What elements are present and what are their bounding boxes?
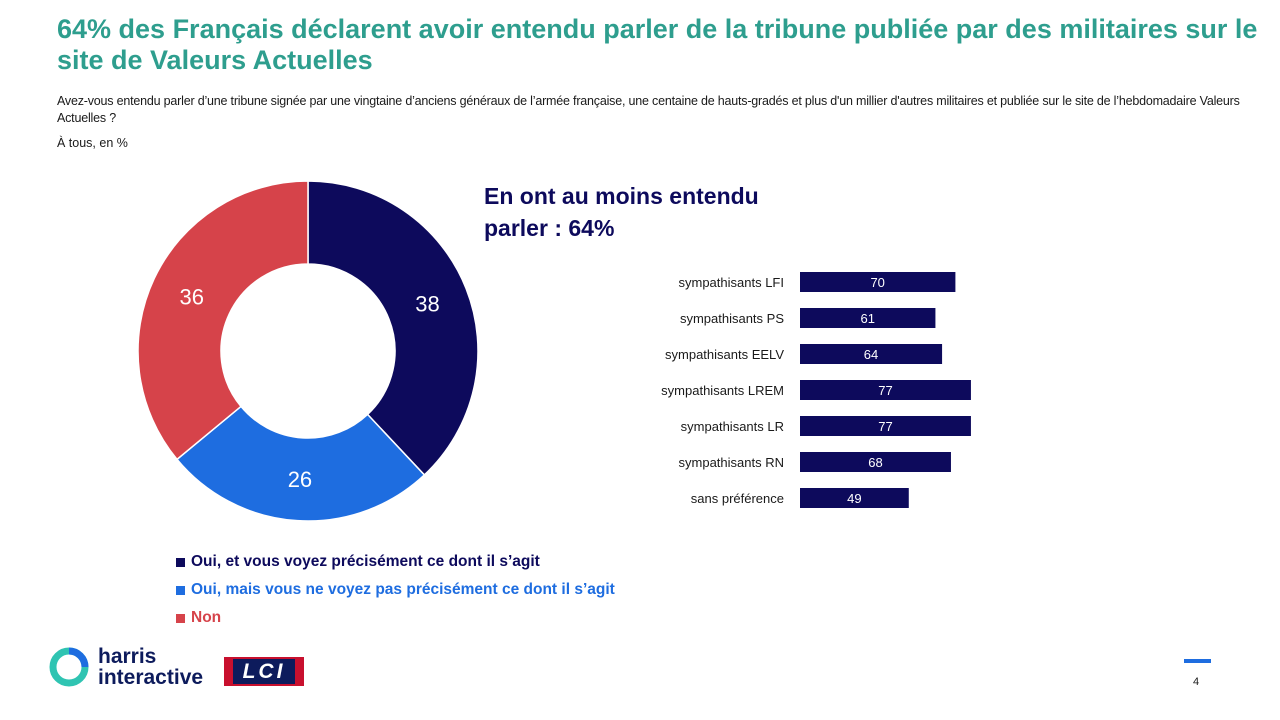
bar-category-label-2: sympathisants EELV	[665, 347, 784, 362]
legend-item-oui-precis: Oui, et vous voyez précisément ce dont i…	[176, 548, 615, 576]
harris-wordmark-line-2: interactive	[98, 666, 204, 689]
page-title: 64% des Français déclarent avoir entendu…	[57, 14, 1258, 75]
harris-wordmark: harris interactive	[98, 646, 203, 688]
donut-slice-0	[307, 180, 479, 476]
highlight-line-2: parler : 64%	[484, 215, 615, 241]
donut-slice-1	[175, 405, 426, 522]
page-number: 4	[1193, 676, 1200, 688]
bar-category-label-4: sympathisants LR	[681, 419, 784, 434]
legend-swatch-non	[176, 613, 185, 623]
bar-value-label-3: 77	[878, 383, 892, 398]
donut-legend: Oui, et vous voyez précisément ce dont i…	[176, 548, 615, 632]
lci-logo: LCI	[224, 657, 304, 686]
bar-0	[800, 272, 956, 292]
bar-value-label-6: 49	[847, 491, 861, 506]
bar-6	[800, 488, 909, 508]
bar-value-label-1: 61	[860, 311, 874, 326]
bar-category-label-0: sympathisants LFI	[679, 275, 785, 290]
legend-item-non: Non	[176, 604, 615, 632]
bar-1	[800, 308, 936, 328]
harris-ring-icon	[49, 647, 89, 687]
harris-logo: harris interactive	[48, 646, 203, 688]
bar-chart: sympathisants LFI 70 sympathisants PS 61 sym…	[661, 272, 971, 508]
bar-3	[800, 380, 971, 400]
bar-category-label-6: sans préférence	[691, 491, 784, 506]
harris-wordmark-line-1: harris	[98, 645, 157, 668]
bar-5	[800, 452, 951, 472]
bar-value-label-4: 77	[878, 419, 892, 434]
legend-swatch-oui-pas-precis	[176, 585, 185, 595]
highlight-line-1: En ont au moins entendu	[484, 183, 759, 209]
bar-value-label-5: 68	[868, 455, 882, 470]
bar-category-label-3: sympathisants LREM	[661, 383, 784, 398]
bar-value-label-2: 64	[864, 347, 878, 362]
legend-label-oui-precis: Oui, et vous voyez précisément ce dont i…	[191, 553, 540, 570]
legend-item-oui-pas-precis: Oui, mais vous ne voyez pas précisément …	[176, 576, 615, 604]
bar-2	[800, 344, 943, 364]
highlight-callout: En ont au moins entendu parler : 64%	[484, 180, 804, 244]
legend-swatch-oui-precis	[176, 557, 185, 567]
donut-label-0: 38	[415, 292, 439, 317]
survey-base: À tous, en %	[57, 136, 128, 150]
bar-category-label-5: sympathisants RN	[679, 455, 784, 470]
donut-label-1: 26	[288, 467, 312, 492]
page-indicator-bar	[1184, 659, 1211, 663]
survey-question: Avez-vous entendu parler d’une tribune s…	[57, 94, 1240, 125]
donut-chart: 38 26 36	[137, 180, 479, 522]
donut-label-2: 36	[179, 284, 203, 309]
legend-label-oui-pas-precis: Oui, mais vous ne voyez pas précisément …	[191, 581, 615, 598]
donut-slice-2	[137, 180, 309, 461]
lci-wordmark: LCI	[232, 659, 296, 684]
legend-label-non: Non	[191, 609, 222, 626]
bar-category-label-1: sympathisants PS	[680, 311, 784, 326]
bar-value-label-0: 70	[870, 275, 884, 290]
bar-4	[800, 416, 971, 436]
